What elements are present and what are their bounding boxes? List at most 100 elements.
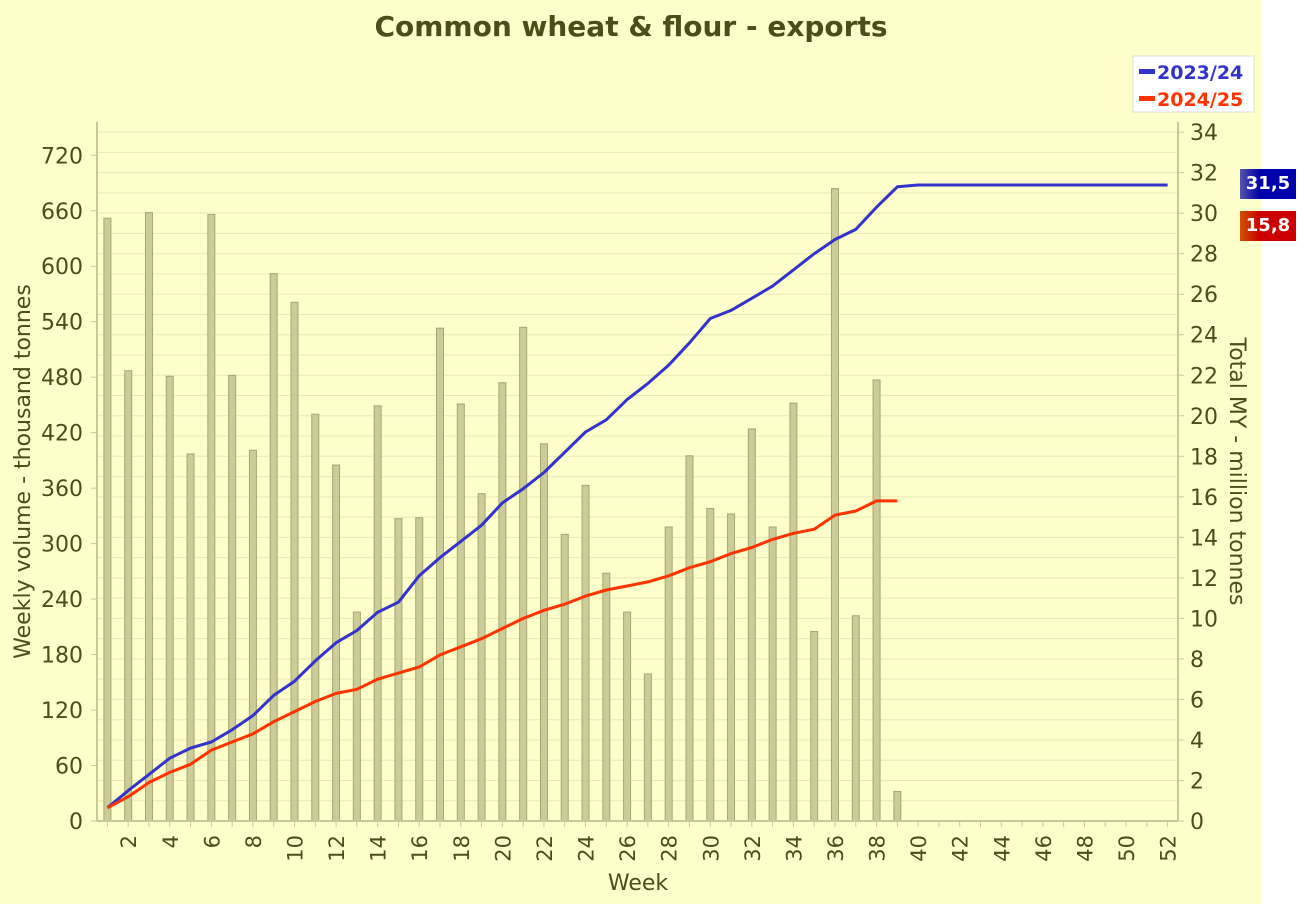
y-left-tick-label: 600: [41, 255, 83, 280]
bar-week-34: [789, 402, 798, 822]
bar-week-3: [144, 212, 153, 822]
x-tick-label: 32: [741, 835, 765, 862]
x-tick-label: 2: [117, 835, 141, 848]
x-tick-label: 50: [1115, 835, 1139, 862]
x-tick-label: 14: [367, 835, 391, 862]
y-right-tick-label: 30: [1190, 202, 1218, 227]
bar-week-16: [415, 517, 424, 822]
y-left-tick-label: 660: [41, 200, 83, 225]
series-line-2023-24: [106, 183, 1168, 809]
bar-week-19: [477, 493, 486, 822]
legend-label: 2024/25: [1157, 89, 1243, 111]
bar-week-13: [352, 611, 361, 822]
y-left-tick-label: 240: [41, 588, 83, 613]
y-right-tick-label: 10: [1190, 607, 1218, 632]
end-value-badge-2024-25: 15,8: [1240, 211, 1296, 241]
y-right-tick-label: 26: [1190, 283, 1218, 308]
x-tick-label: 18: [450, 835, 474, 862]
x-tick-label: 20: [491, 835, 515, 862]
x-tick-label: 24: [575, 835, 599, 862]
bar-week-15: [394, 518, 403, 822]
x-tick-label: 42: [949, 835, 973, 862]
bar-week-17: [436, 327, 445, 822]
x-tick-label: 16: [408, 835, 432, 862]
y-right-tick-label: 18: [1190, 445, 1218, 470]
y-right-tick-label: 28: [1190, 243, 1218, 268]
x-tick-label: 48: [1073, 835, 1097, 862]
y-right-tick-label: 12: [1190, 567, 1218, 592]
x-tick-label: 6: [200, 835, 224, 848]
plot-area: [97, 122, 1178, 821]
y-left-tick-label: 60: [55, 755, 83, 780]
y-right-tick-label: 34: [1190, 121, 1218, 146]
y-left-tick-label: 540: [41, 311, 83, 336]
bar-week-21: [519, 326, 528, 822]
combo-chart: 0601201802403003604204805406006607200246…: [11, 10, 1255, 896]
x-tick-label: 8: [242, 835, 266, 848]
bar-week-39: [893, 790, 902, 822]
x-tick-label: 4: [159, 835, 183, 848]
legend: 2023/24 2024/25: [1132, 55, 1255, 113]
y-axis-left-title: Weekly volume - thousand tonnes: [11, 284, 36, 659]
y-axis-right-title: Total MY - million tonnes: [1224, 337, 1249, 606]
bar-week-27: [643, 673, 652, 822]
x-tick-label: 10: [283, 835, 307, 862]
bar-week-37: [851, 615, 860, 822]
bar-week-7: [228, 374, 237, 822]
bar-week-2: [124, 370, 133, 822]
x-tick-label: 12: [325, 835, 349, 862]
y-left-tick-label: 300: [41, 533, 83, 558]
legend-box: [1132, 55, 1255, 113]
x-tick-label: 40: [907, 835, 931, 862]
x-axis-title: Week: [608, 871, 669, 896]
bar-week-38: [872, 379, 881, 822]
y-right-tick-label: 24: [1190, 324, 1218, 349]
bar-week-31: [727, 513, 736, 822]
y-left-tick-label: 420: [41, 422, 83, 447]
x-tick-label: 38: [866, 835, 890, 862]
x-tick-label: 34: [782, 835, 806, 862]
y-right-tick-label: 6: [1190, 688, 1204, 713]
bar-week-35: [810, 630, 819, 822]
bar-week-33: [768, 526, 777, 822]
y-right-tick-label: 20: [1190, 405, 1218, 430]
bar-week-10: [290, 301, 299, 822]
x-tick-label: 26: [616, 835, 640, 862]
bar-week-26: [623, 611, 632, 822]
bar-week-8: [248, 449, 257, 822]
bar-week-11: [311, 413, 320, 822]
y-right-tick-label: 2: [1190, 769, 1204, 794]
y-right-tick-label: 32: [1190, 162, 1218, 187]
y-left-tick-label: 360: [41, 477, 83, 502]
x-tick-label: 52: [1157, 835, 1181, 862]
bar-week-1: [103, 217, 112, 822]
bar-week-18: [456, 403, 465, 822]
y-left-tick-label: 480: [41, 366, 83, 391]
bar-week-9: [269, 273, 278, 822]
y-right-tick-label: 0: [1190, 810, 1204, 835]
y-right-tick-label: 16: [1190, 486, 1218, 511]
chart-title: Common wheat & flour - exports: [374, 10, 887, 43]
bar-week-22: [539, 443, 548, 822]
legend-label: 2023/24: [1157, 62, 1243, 84]
y-right-tick-label: 22: [1190, 364, 1218, 389]
legend-swatch: [1139, 69, 1155, 74]
end-value-badge-2023-24: 31,5: [1240, 169, 1296, 199]
bar-week-29: [685, 455, 694, 822]
y-left-tick-label: 120: [41, 699, 83, 724]
bar-week-24: [581, 484, 590, 822]
bar-week-6: [207, 213, 216, 822]
y-left-tick-label: 720: [41, 144, 83, 169]
y-left-tick-label: 0: [69, 810, 83, 835]
x-tick-label: 22: [533, 835, 557, 862]
bar-week-23: [560, 533, 569, 822]
x-tick-label: 36: [824, 835, 848, 862]
legend-swatch: [1139, 96, 1155, 101]
bar-week-28: [664, 526, 673, 822]
y-right-tick-label: 8: [1190, 648, 1204, 673]
bar-week-4: [165, 375, 174, 822]
series-line-2024-25: [106, 499, 898, 810]
x-tick-label: 28: [658, 835, 682, 862]
y-left-tick-label: 180: [41, 644, 83, 669]
